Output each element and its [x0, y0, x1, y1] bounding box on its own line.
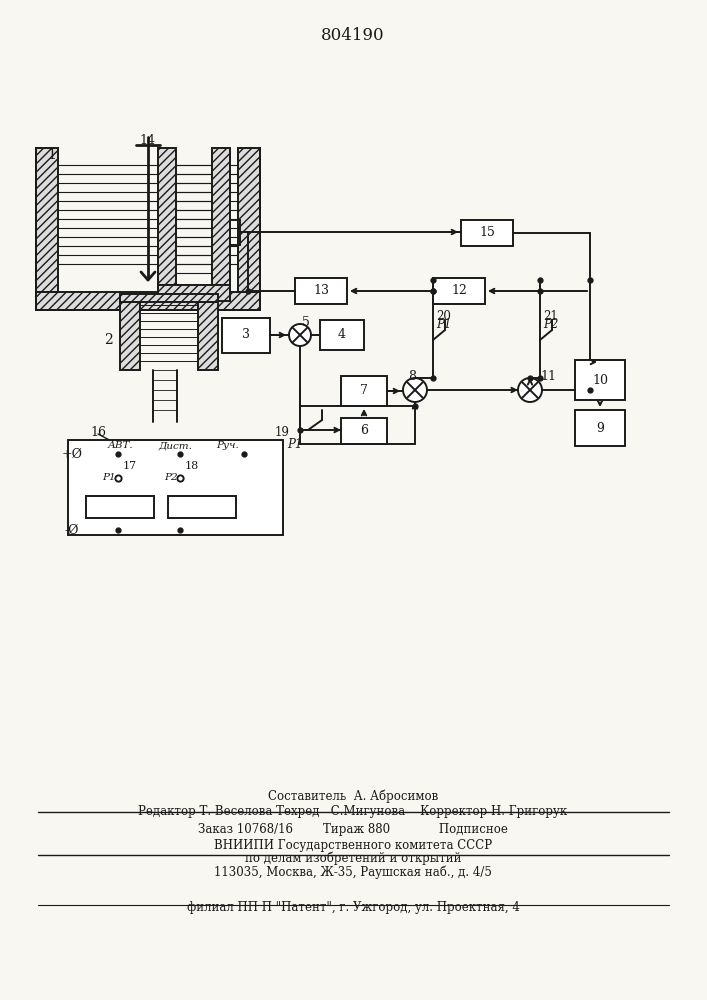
Polygon shape — [198, 302, 218, 370]
Text: Заказ 10768/16        Тираж 880             Подписное: Заказ 10768/16 Тираж 880 Подписное — [198, 824, 508, 836]
Text: Руч.: Руч. — [216, 442, 240, 450]
Bar — [341, 376, 387, 406]
Bar — [341, 418, 387, 444]
Text: 10: 10 — [592, 373, 608, 386]
Circle shape — [289, 324, 311, 346]
Text: 17: 17 — [123, 461, 137, 471]
Text: P2: P2 — [164, 474, 178, 483]
Bar — [433, 278, 485, 304]
Text: 11: 11 — [540, 370, 556, 383]
Bar — [461, 220, 513, 246]
Text: 19: 19 — [274, 426, 289, 438]
Text: -Ø: -Ø — [65, 524, 79, 536]
Text: P1: P1 — [436, 318, 451, 332]
Text: P2: P2 — [543, 318, 559, 332]
Text: 16: 16 — [90, 426, 106, 438]
Text: 15: 15 — [479, 227, 495, 239]
Text: 5: 5 — [302, 316, 310, 328]
Text: 8: 8 — [408, 370, 416, 383]
Polygon shape — [238, 148, 260, 292]
Bar — [86, 496, 154, 518]
Bar — [575, 410, 625, 446]
Text: по делам изобретений и открытий: по делам изобретений и открытий — [245, 851, 461, 865]
Bar — [222, 318, 270, 353]
Text: 7: 7 — [360, 384, 368, 397]
Text: P1: P1 — [103, 474, 116, 483]
Polygon shape — [36, 148, 58, 292]
Text: 21: 21 — [543, 310, 558, 322]
Bar — [320, 320, 364, 350]
Text: 12: 12 — [451, 284, 467, 298]
Text: 113035, Москва, Ж-35, Раушская наб., д. 4/5: 113035, Москва, Ж-35, Раушская наб., д. … — [214, 865, 492, 879]
Bar — [295, 278, 347, 304]
Text: Редактор Т. Веселова Техред   С.Мигунова    Корректор Н. Григорук: Редактор Т. Веселова Техред С.Мигунова К… — [139, 806, 568, 818]
Text: Дист.: Дист. — [158, 442, 192, 450]
Polygon shape — [36, 292, 260, 310]
Text: 804190: 804190 — [321, 26, 385, 43]
Text: 3: 3 — [242, 328, 250, 342]
Polygon shape — [212, 148, 230, 285]
Circle shape — [403, 378, 427, 402]
Text: 18: 18 — [185, 461, 199, 471]
Polygon shape — [120, 294, 218, 302]
Text: 13: 13 — [313, 284, 329, 298]
Polygon shape — [120, 302, 140, 370]
Bar — [68, 440, 283, 535]
Text: 4: 4 — [338, 328, 346, 342]
Text: +Ø: +Ø — [62, 448, 83, 460]
Text: 1: 1 — [47, 148, 57, 162]
Bar — [168, 496, 236, 518]
Text: 20: 20 — [436, 310, 451, 322]
Text: АВТ.: АВТ. — [107, 442, 133, 450]
Text: 2: 2 — [104, 333, 112, 347]
Text: 6: 6 — [360, 424, 368, 438]
Text: Составитель  А. Абросимов: Составитель А. Абросимов — [268, 789, 438, 803]
Polygon shape — [158, 148, 176, 285]
Text: 9: 9 — [596, 422, 604, 434]
Text: 14: 14 — [139, 133, 155, 146]
Polygon shape — [158, 285, 230, 301]
Text: филиал ПП П "Патент", г. Ужгород, ул. Проектная, 4: филиал ПП П "Патент", г. Ужгород, ул. Пр… — [187, 902, 520, 914]
Text: ВНИИПИ Государственного комитета СССР: ВНИИПИ Государственного комитета СССР — [214, 838, 492, 852]
Circle shape — [518, 378, 542, 402]
Bar — [575, 360, 625, 400]
Text: P1: P1 — [287, 438, 303, 452]
